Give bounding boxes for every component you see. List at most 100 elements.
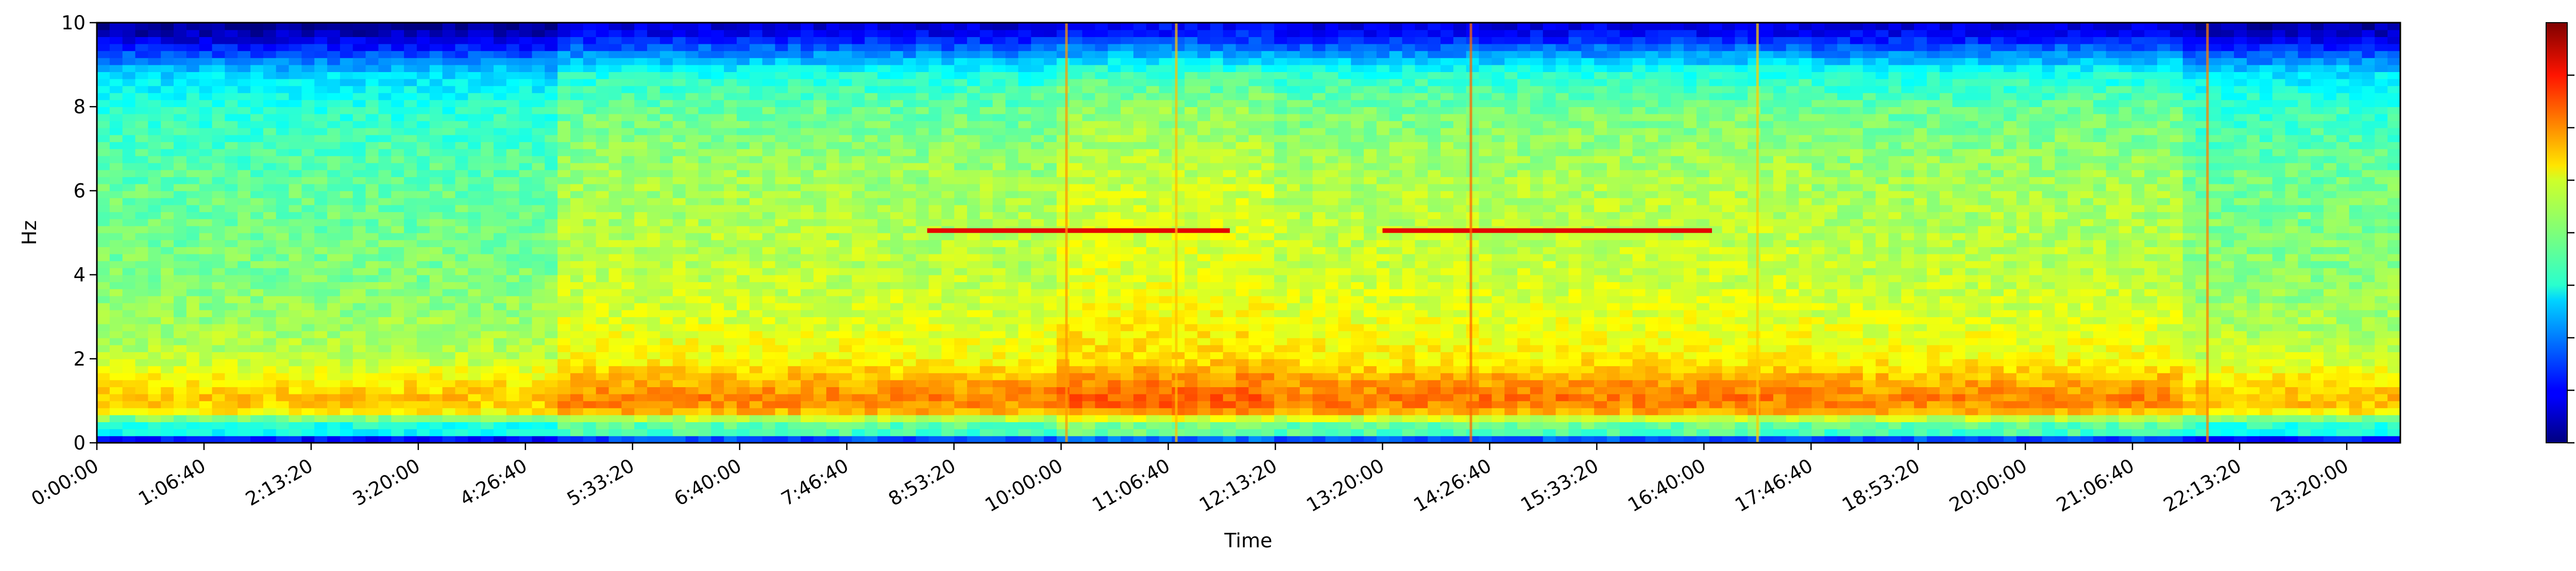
heatmap-cell	[301, 253, 315, 262]
heatmap-cell	[724, 401, 737, 408]
heatmap-cell	[1031, 107, 1044, 114]
heatmap-cell	[352, 120, 366, 128]
heatmap-cell	[724, 408, 737, 416]
heatmap-cell	[365, 401, 379, 408]
heatmap-cell	[186, 218, 200, 227]
heatmap-cell	[736, 23, 750, 30]
heatmap-cell	[852, 338, 866, 345]
heatmap-cell	[672, 85, 686, 93]
heatmap-cell	[442, 288, 456, 297]
heatmap-cell	[545, 408, 558, 416]
heatmap-cell	[263, 148, 277, 157]
heatmap-cell	[762, 155, 776, 163]
heatmap-cell	[416, 113, 430, 122]
heatmap-cell	[314, 226, 328, 233]
heatmap-cell	[276, 198, 290, 205]
heatmap-cell	[416, 177, 430, 184]
heatmap-cell	[97, 78, 110, 86]
heatmap-cell	[928, 64, 942, 72]
heatmap-cell	[941, 331, 955, 338]
heatmap-cell	[276, 422, 290, 429]
heatmap-cell	[916, 309, 929, 317]
heatmap-cell	[1044, 414, 1057, 422]
heatmap-cell	[736, 323, 750, 332]
heatmap-cell	[1069, 58, 1083, 65]
heatmap-cell	[659, 338, 673, 345]
heatmap-cell	[532, 331, 546, 338]
heatmap-cell	[1108, 43, 1121, 51]
heatmap-cell	[672, 408, 686, 416]
heatmap-cell	[429, 422, 443, 429]
heatmap-cell	[877, 261, 891, 268]
heatmap-cell	[365, 212, 379, 219]
heatmap-cell	[250, 218, 264, 227]
heatmap-cell	[519, 23, 533, 30]
heatmap-cell	[455, 358, 469, 367]
heatmap-cell	[813, 148, 827, 157]
heatmap-cell	[736, 78, 750, 86]
heatmap-cell	[225, 373, 239, 380]
heatmap-cell	[238, 50, 251, 58]
heatmap-cell	[788, 85, 801, 93]
heatmap-cell	[481, 212, 494, 219]
heatmap-cell	[416, 93, 430, 100]
heatmap-cell	[1108, 358, 1121, 367]
heatmap-cell	[890, 23, 904, 30]
heatmap-cell	[839, 358, 853, 367]
heatmap-cell	[979, 436, 993, 443]
heatmap-cell	[1018, 148, 1032, 157]
heatmap-cell	[327, 408, 341, 416]
heatmap-cell	[839, 282, 853, 289]
heatmap-cell	[109, 37, 123, 44]
heatmap-cell	[685, 239, 699, 247]
heatmap-cell	[263, 414, 277, 422]
heatmap-cell	[276, 317, 290, 324]
heatmap-cell	[225, 428, 239, 437]
heatmap-cell	[481, 163, 494, 170]
heatmap-cell	[711, 296, 724, 303]
heatmap-cell	[212, 317, 226, 324]
heatmap-cell	[238, 239, 251, 247]
heatmap-cell	[174, 401, 187, 408]
heatmap-cell	[916, 163, 929, 170]
heatmap-cell	[225, 422, 239, 429]
heatmap-cell	[916, 387, 929, 394]
heatmap-cell	[301, 239, 315, 247]
heatmap-cell	[672, 274, 686, 282]
heatmap-cell	[672, 288, 686, 297]
heatmap-cell	[557, 414, 571, 422]
heatmap-cell	[916, 428, 929, 437]
heatmap-cell	[455, 212, 469, 219]
heatmap-cell	[1108, 99, 1121, 107]
heatmap-cell	[97, 212, 110, 219]
heatmap-cell	[1044, 393, 1057, 402]
heatmap-cell	[186, 78, 200, 86]
heatmap-cell	[250, 233, 264, 240]
heatmap-cell	[916, 317, 929, 324]
heatmap-cell	[545, 85, 558, 93]
heatmap-cell	[788, 183, 801, 192]
heatmap-cell	[199, 218, 213, 227]
heatmap-cell	[736, 358, 750, 367]
heatmap-cell	[225, 43, 239, 51]
heatmap-cell	[865, 50, 878, 58]
heatmap-cell	[826, 268, 840, 275]
heatmap-cell	[557, 358, 571, 367]
heatmap-cell	[212, 296, 226, 303]
heatmap-cell	[429, 379, 443, 387]
heatmap-cell	[481, 373, 494, 380]
heatmap-cell	[647, 233, 660, 240]
heatmap-cell	[199, 134, 213, 142]
heatmap-cell	[992, 422, 1006, 429]
heatmap-cell	[1082, 113, 1096, 122]
heatmap-cell	[532, 323, 546, 332]
heatmap-cell	[992, 113, 1006, 122]
heatmap-cell	[813, 183, 827, 192]
heatmap-cell	[263, 128, 277, 135]
heatmap-cell	[545, 366, 558, 373]
heatmap-cell	[416, 142, 430, 149]
heatmap-cell	[698, 43, 712, 51]
heatmap-cell	[494, 226, 507, 233]
heatmap-cell	[391, 107, 404, 114]
heatmap-cell	[519, 177, 533, 184]
